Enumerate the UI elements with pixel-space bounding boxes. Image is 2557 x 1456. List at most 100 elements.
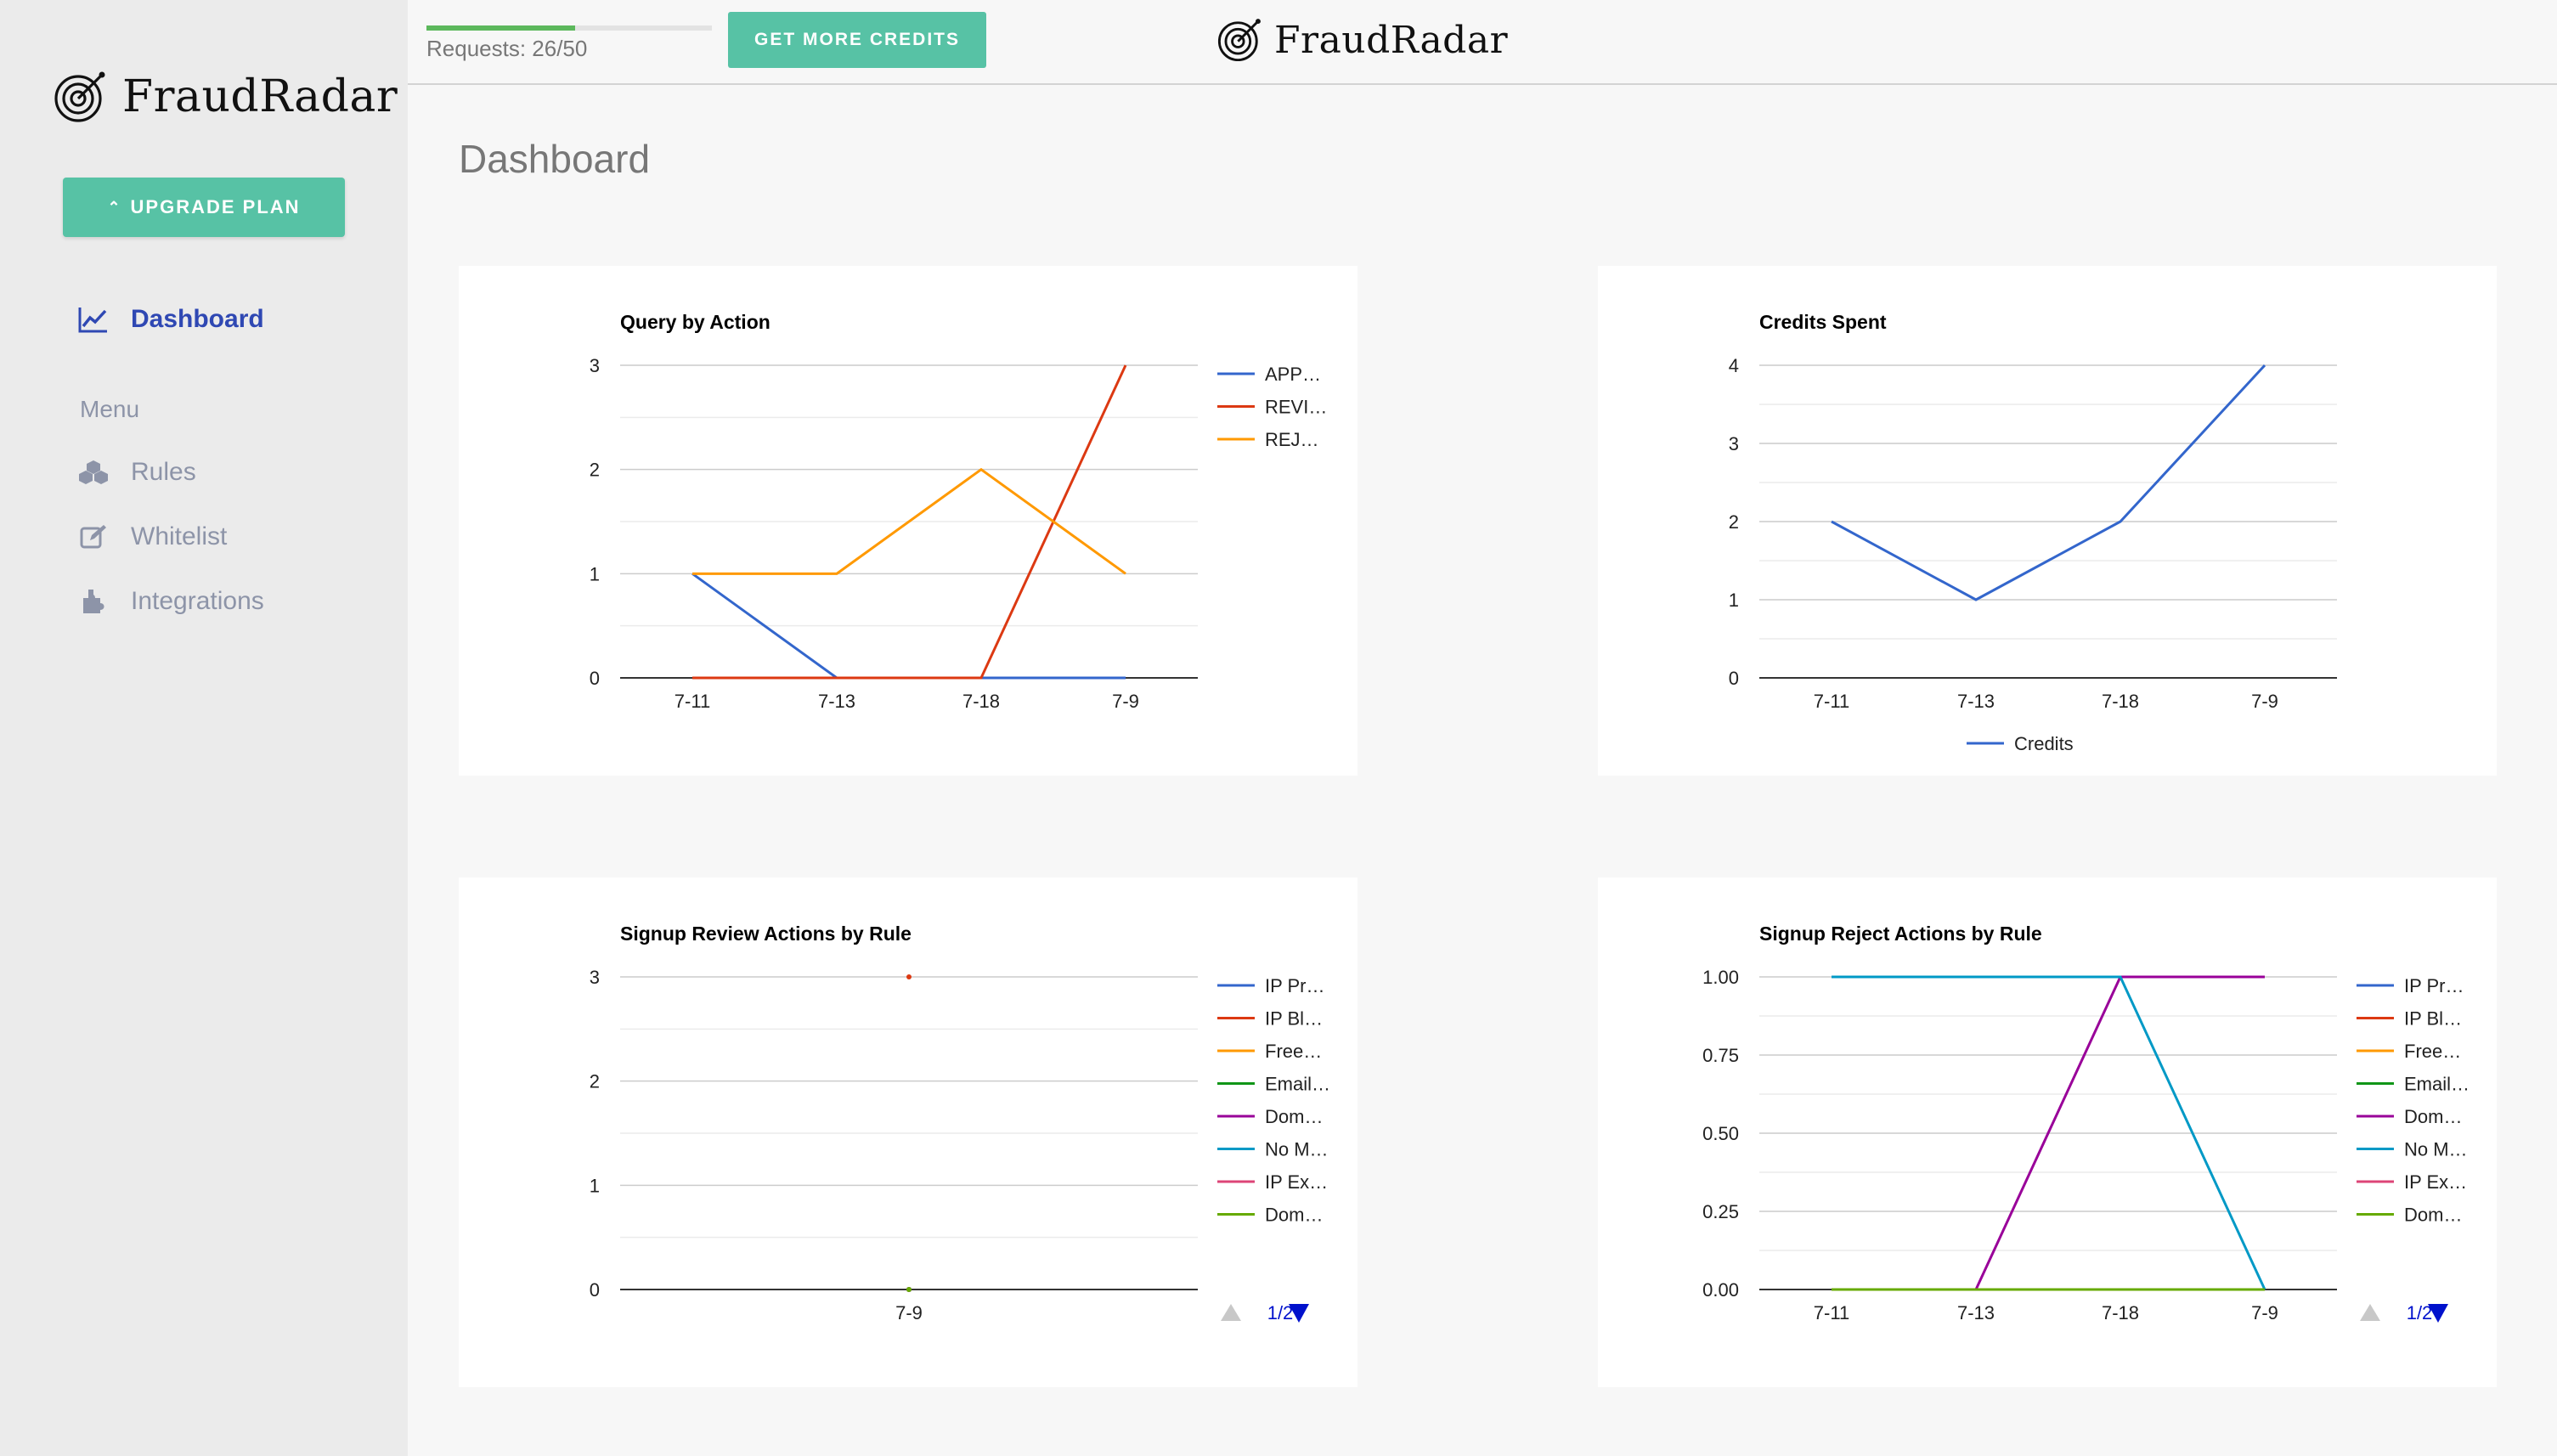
legend-entry: Free… xyxy=(2404,1041,2461,1062)
y-tick-label: 1 xyxy=(590,1175,600,1196)
upgrade-plan-button[interactable]: ⌃ UPGRADE PLAN xyxy=(63,178,345,237)
requests-progress-fill xyxy=(426,25,575,31)
brand-name: FraudRadar xyxy=(1274,18,1509,62)
legend-next-page-icon xyxy=(2428,1304,2448,1323)
legend-prev-page-icon xyxy=(1221,1304,1241,1321)
legend-entry: IP Bl… xyxy=(1265,1008,1323,1030)
legend-entry: No M… xyxy=(1265,1139,1329,1160)
legend-page-indicator: 1/2 xyxy=(2407,1302,2433,1323)
credits-spent-chart: Credits Spent 0 1 2 3 4 7-11 7-13 7-18 7-9 Credits xyxy=(1729,311,2337,754)
legend-page-indicator: 1/2 xyxy=(1267,1302,1294,1323)
sidebar-item-label: Rules xyxy=(131,458,196,486)
series-point xyxy=(906,1287,912,1292)
y-tick-label: 0.00 xyxy=(1702,1279,1739,1301)
y-tick-label: 4 xyxy=(1729,355,1739,376)
y-tick-label: 3 xyxy=(590,355,600,376)
y-tick-label: 0.75 xyxy=(1702,1045,1739,1066)
y-tick-label: 1 xyxy=(1729,590,1739,611)
y-tick-label: 2 xyxy=(590,460,600,481)
requests-progress-bar xyxy=(426,25,712,31)
x-tick-label: 7-18 xyxy=(2102,1302,2139,1323)
top-bar: Requests: 26/50 GET MORE CREDITS FraudRa… xyxy=(408,0,2557,85)
x-tick-label: 7-11 xyxy=(675,691,710,712)
y-tick-label: 0 xyxy=(590,1279,600,1301)
header-logo[interactable]: FraudRadar xyxy=(1216,17,1508,63)
menu-heading: Menu xyxy=(80,396,140,422)
x-tick-label: 7-18 xyxy=(2102,691,2139,712)
legend-entry: Email… xyxy=(1265,1074,1330,1095)
x-tick-label: 7-13 xyxy=(1957,1302,1995,1323)
y-tick-label: 0.50 xyxy=(1702,1123,1739,1144)
legend-entry: IP Bl… xyxy=(2404,1008,2462,1030)
radar-logo-icon xyxy=(54,71,105,122)
sidebar-item-label: Whitelist xyxy=(131,522,228,550)
legend-entry: Email… xyxy=(2404,1074,2470,1095)
sidebar-item-label: Integrations xyxy=(131,587,264,615)
y-tick-label: 0 xyxy=(1729,668,1739,689)
x-tick-label: 7-9 xyxy=(895,1302,923,1323)
double-chevron-up-icon: ⌃ xyxy=(107,198,122,216)
chart-title: Query by Action xyxy=(620,311,770,333)
y-tick-label: 0 xyxy=(590,668,600,689)
chart-card-credits-spent: Credits Spent 0 1 2 3 4 7-11 7-13 7-18 7-9 Credits xyxy=(1598,266,2497,776)
x-tick-label: 7-9 xyxy=(1112,691,1139,712)
signup-reject-actions-chart: Signup Reject Actions by Rule 0.00 0.25 0.5… xyxy=(1702,923,2470,1323)
chart-card-signup-review: Signup Review Actions by Rule 0 1 2 3 7-9 IP P… xyxy=(459,878,1358,1387)
y-tick-label: 3 xyxy=(1729,433,1739,454)
sidebar-item-label: Dashboard xyxy=(131,305,264,333)
legend-entry: Dom… xyxy=(1265,1205,1323,1226)
chart-title: Signup Reject Actions by Rule xyxy=(1759,923,2042,945)
puzzle-icon xyxy=(78,586,109,617)
legend-entry: APP… xyxy=(1265,364,1321,385)
legend-entry: IP Ex… xyxy=(1265,1171,1328,1193)
sidebar-item-whitelist[interactable]: Whitelist xyxy=(78,522,227,552)
legend-entry: REVI… xyxy=(1265,397,1327,418)
x-tick-label: 7-13 xyxy=(1957,691,1995,712)
x-tick-label: 7-11 xyxy=(1814,691,1849,712)
signup-review-actions-chart: Signup Review Actions by Rule 0 1 2 3 7-9 IP P… xyxy=(590,923,1330,1323)
x-tick-label: 7-9 xyxy=(2251,1302,2278,1323)
get-more-credits-button[interactable]: GET MORE CREDITS xyxy=(728,12,986,68)
legend-entry: REJ… xyxy=(1265,429,1319,450)
legend-entry: IP Pr… xyxy=(1265,975,1325,996)
legend-entry: Free… xyxy=(1265,1041,1322,1062)
sidebar-item-integrations[interactable]: Integrations xyxy=(78,586,264,617)
page-title: Dashboard xyxy=(459,137,651,181)
x-tick-label: 7-18 xyxy=(962,691,1000,712)
x-tick-label: 7-9 xyxy=(2251,691,2278,712)
legend-entry: Dom… xyxy=(2404,1106,2462,1127)
sidebar-logo[interactable]: FraudRadar xyxy=(53,70,398,124)
chart-card-signup-reject: Signup Reject Actions by Rule 0.00 0.25 0.5… xyxy=(1598,878,2497,1387)
x-tick-label: 7-11 xyxy=(1814,1302,1849,1323)
y-tick-label: 3 xyxy=(590,967,600,988)
y-tick-label: 0.25 xyxy=(1702,1201,1739,1222)
series-line xyxy=(1831,364,2266,601)
legend-prev-page-icon xyxy=(2360,1304,2380,1321)
requests-counter: Requests: 26/50 xyxy=(426,36,588,61)
edit-icon xyxy=(78,522,109,552)
x-tick-label: 7-13 xyxy=(818,691,855,712)
chart-title: Credits Spent xyxy=(1759,311,1887,333)
sidebar-item-dashboard[interactable]: Dashboard xyxy=(78,304,264,335)
chart-card-query-by-action: Query by Action 0 1 2 3 7-11 7-13 7-18 7-9 APP… RE… xyxy=(459,266,1358,776)
legend-entry: Dom… xyxy=(2404,1205,2462,1226)
brand-name: FraudRadar xyxy=(122,71,398,122)
series-line xyxy=(1832,975,2266,1290)
series-line xyxy=(692,467,1126,575)
sidebar-item-rules[interactable]: Rules xyxy=(78,457,196,488)
legend-entry: No M… xyxy=(2404,1139,2468,1160)
series-point xyxy=(906,974,912,979)
legend-entry: Dom… xyxy=(1265,1106,1323,1127)
y-tick-label: 2 xyxy=(590,1071,600,1092)
legend-entry: Credits xyxy=(2014,733,2074,754)
sidebar: FraudRadar ⌃ UPGRADE PLAN Dashboard Menu… xyxy=(0,0,408,1456)
chart-title: Signup Review Actions by Rule xyxy=(620,923,912,945)
legend-next-page-icon xyxy=(1289,1304,1309,1323)
legend-entry: IP Ex… xyxy=(2404,1171,2467,1193)
radar-logo-icon xyxy=(1217,19,1261,62)
y-tick-label: 1 xyxy=(590,563,600,584)
cubes-icon xyxy=(78,457,109,488)
y-tick-label: 2 xyxy=(1729,511,1739,533)
legend-entry: IP Pr… xyxy=(2404,975,2464,996)
query-by-action-chart: Query by Action 0 1 2 3 7-11 7-13 7-18 7-9 APP… RE… xyxy=(590,311,1328,712)
